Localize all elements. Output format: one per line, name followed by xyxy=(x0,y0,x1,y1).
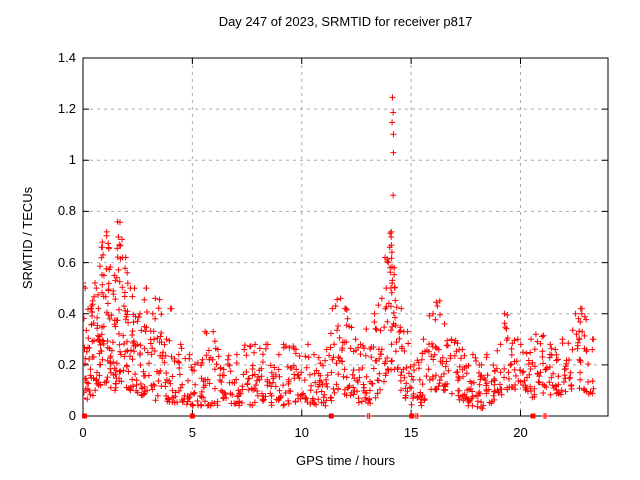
x-tick-label: 15 xyxy=(403,425,419,440)
y-tick-label: 0 xyxy=(68,408,76,423)
zero-value-marker xyxy=(530,413,536,419)
zero-value-marker xyxy=(82,413,87,419)
x-tick-label: 10 xyxy=(294,425,309,440)
data-points xyxy=(83,94,597,419)
x-tick-label: 5 xyxy=(188,425,196,440)
y-tick-label: 1.2 xyxy=(57,101,76,117)
y-tick-label: 1.4 xyxy=(57,50,76,65)
zero-value-marker xyxy=(328,413,334,419)
y-tick-label: 1 xyxy=(68,152,76,168)
y-tick-label: 0.8 xyxy=(57,203,76,219)
zero-value-marker xyxy=(189,413,195,419)
tick-marks xyxy=(82,57,608,417)
chart-title: Day 247 of 2023, SRMTID for receiver p81… xyxy=(218,14,473,29)
y-tick-label: 0.2 xyxy=(57,356,76,372)
zero-value-marker xyxy=(409,413,415,419)
y-tick-label: 0.4 xyxy=(57,305,76,321)
y-tick-label: 0.6 xyxy=(57,254,76,270)
x-tick-label: 0 xyxy=(79,425,87,440)
x-tick-label: 20 xyxy=(513,425,528,440)
plot-border xyxy=(82,57,609,417)
x-axis-label: GPS time / hours xyxy=(296,453,395,468)
